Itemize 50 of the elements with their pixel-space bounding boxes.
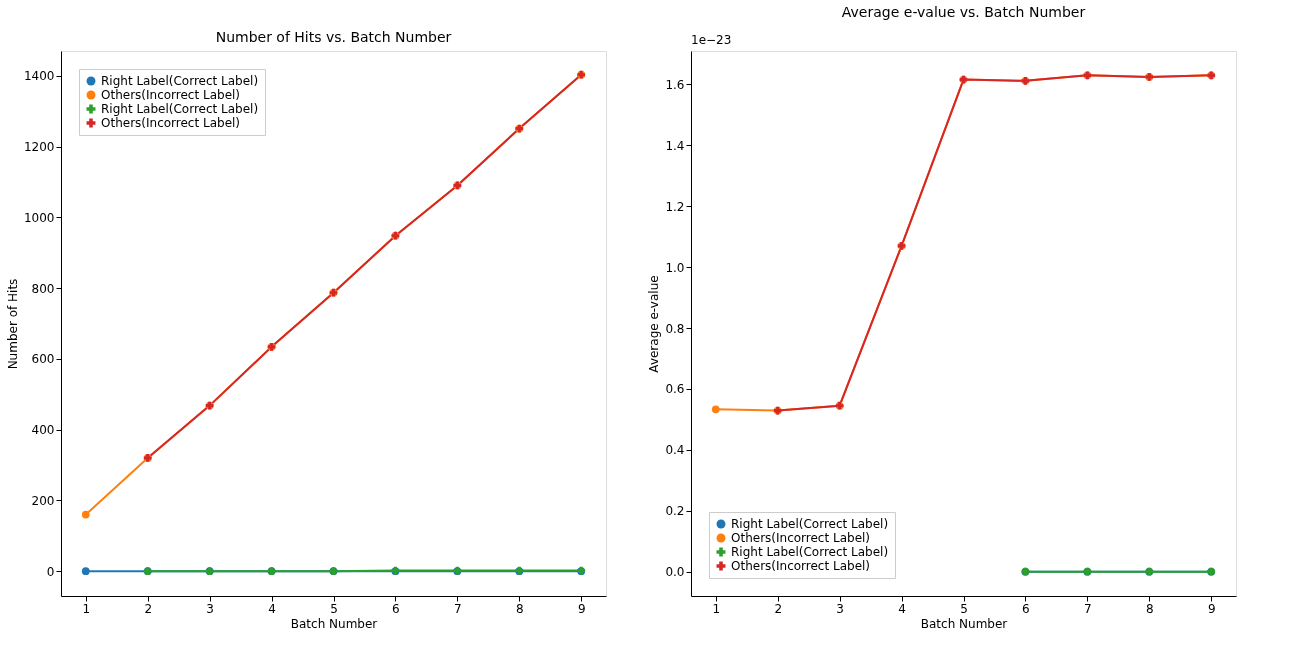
- x-tick-label: 5: [960, 601, 968, 616]
- y-tick-label: 200: [31, 493, 55, 508]
- y-tick-label: 0.2: [665, 504, 685, 519]
- x-tick-label: 4: [268, 601, 276, 616]
- y-tick-label: 0.4: [665, 443, 685, 458]
- x-tick-label: 1: [82, 601, 91, 616]
- y-tick-label: 400: [31, 423, 55, 438]
- legend-label: Others(Incorrect Label): [101, 88, 241, 102]
- x-tick-label: 2: [144, 601, 153, 616]
- legend-label: Right Label(Correct Label): [101, 74, 259, 88]
- x-tick-label: 9: [577, 601, 586, 616]
- y-tick-label: 1000: [23, 210, 55, 225]
- y-tick-label: 0.8: [665, 321, 685, 336]
- y-tick-label: 1.2: [665, 199, 685, 214]
- y-tick-label: 0.6: [665, 382, 685, 397]
- x-tick-label: 8: [515, 601, 524, 616]
- y-tick-label: 1400: [23, 69, 55, 84]
- y-tick-label: 1200: [23, 140, 55, 155]
- x-tick-label: 7: [1084, 601, 1092, 616]
- legend-label: Others(Incorrect Label): [101, 116, 241, 130]
- x-tick-label: 1: [712, 601, 721, 616]
- chart-title: Average e-value vs. Batch Number: [841, 4, 1086, 20]
- y-tick-label: 800: [31, 281, 55, 296]
- y-tick-label: 1.0: [665, 260, 685, 275]
- x-tick-label: 6: [1022, 601, 1030, 616]
- y-tick-label: 0: [46, 564, 55, 579]
- legend-label: Right Label(Correct Label): [101, 102, 259, 116]
- x-axis-title: Batch Number: [290, 616, 378, 631]
- x-tick-label: 4: [898, 601, 906, 616]
- text: 1e−23: [691, 33, 732, 47]
- y-tick-label: 1.4: [665, 138, 685, 153]
- x-tick-label: 9: [1207, 601, 1216, 616]
- y-axis-title: Average e-value: [647, 275, 662, 373]
- x-tick-label: 3: [836, 601, 844, 616]
- y-tick-label: 0.0: [665, 565, 685, 580]
- legend-label: Right Label(Correct Label): [731, 517, 889, 531]
- legend-label: Right Label(Correct Label): [731, 545, 889, 559]
- x-tick-label: 2: [774, 601, 783, 616]
- legend-label: Others(Incorrect Label): [731, 531, 871, 545]
- x-tick-label: 8: [1145, 601, 1154, 616]
- chart-title: Number of Hits vs. Batch Number: [215, 29, 452, 45]
- x-tick-label: 6: [392, 601, 400, 616]
- x-tick-label: 7: [454, 601, 462, 616]
- y-axis-title: Number of Hits: [5, 278, 20, 370]
- y-tick-label: 600: [31, 352, 55, 367]
- x-axis-title: Batch Number: [920, 616, 1008, 631]
- x-tick-label: 5: [330, 601, 338, 616]
- x-tick-label: 3: [206, 601, 214, 616]
- y-tick-label: 1.6: [665, 77, 685, 92]
- legend-label: Others(Incorrect Label): [731, 559, 871, 573]
